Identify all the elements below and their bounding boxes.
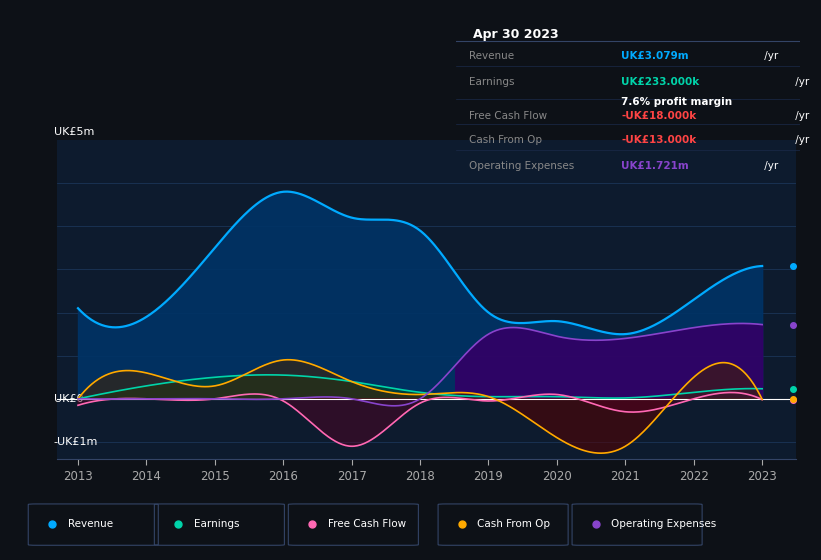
Text: Free Cash Flow: Free Cash Flow bbox=[470, 111, 548, 120]
Text: Cash From Op: Cash From Op bbox=[470, 135, 543, 145]
Text: Revenue: Revenue bbox=[67, 519, 112, 529]
Text: /yr: /yr bbox=[761, 50, 778, 60]
Text: UK£233.000k: UK£233.000k bbox=[621, 77, 699, 87]
Text: -UK£18.000k: -UK£18.000k bbox=[621, 111, 696, 120]
Text: /yr: /yr bbox=[792, 111, 810, 120]
Text: /yr: /yr bbox=[761, 161, 778, 171]
Text: Earnings: Earnings bbox=[470, 77, 515, 87]
Text: -UK£13.000k: -UK£13.000k bbox=[621, 135, 696, 145]
Text: Operating Expenses: Operating Expenses bbox=[612, 519, 717, 529]
Text: UK£0: UK£0 bbox=[54, 394, 83, 404]
Text: Free Cash Flow: Free Cash Flow bbox=[328, 519, 406, 529]
Text: UK£1.721m: UK£1.721m bbox=[621, 161, 689, 171]
Text: Revenue: Revenue bbox=[470, 50, 515, 60]
Text: Operating Expenses: Operating Expenses bbox=[470, 161, 575, 171]
Text: /yr: /yr bbox=[792, 135, 810, 145]
Text: /yr: /yr bbox=[792, 77, 810, 87]
Text: 7.6% profit margin: 7.6% profit margin bbox=[621, 97, 732, 108]
Text: UK£5m: UK£5m bbox=[54, 127, 94, 137]
Text: Cash From Op: Cash From Op bbox=[478, 519, 551, 529]
Text: Apr 30 2023: Apr 30 2023 bbox=[473, 28, 558, 41]
Text: -UK£1m: -UK£1m bbox=[54, 437, 99, 447]
Text: UK£3.079m: UK£3.079m bbox=[621, 50, 689, 60]
Text: Earnings: Earnings bbox=[194, 519, 239, 529]
